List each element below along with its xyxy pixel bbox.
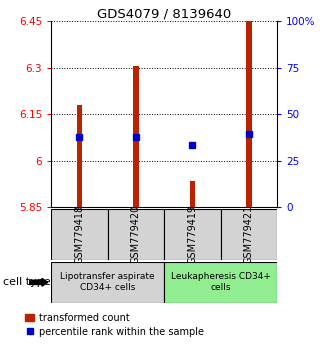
Bar xyxy=(246,21,252,207)
Text: Lipotransfer aspirate
CD34+ cells: Lipotransfer aspirate CD34+ cells xyxy=(60,272,155,292)
Bar xyxy=(51,209,108,260)
Bar xyxy=(221,209,277,260)
Text: GSM779421: GSM779421 xyxy=(244,205,254,264)
Text: GSM779420: GSM779420 xyxy=(131,205,141,264)
Title: GDS4079 / 8139640: GDS4079 / 8139640 xyxy=(97,7,231,20)
Bar xyxy=(51,262,164,303)
Bar xyxy=(108,209,164,260)
Bar xyxy=(164,209,221,260)
Text: GSM779418: GSM779418 xyxy=(74,205,84,264)
Text: GSM779419: GSM779419 xyxy=(187,205,197,264)
Bar xyxy=(133,66,139,207)
Text: Leukapheresis CD34+
cells: Leukapheresis CD34+ cells xyxy=(171,272,271,292)
Text: cell type: cell type xyxy=(3,277,51,287)
Bar xyxy=(164,262,277,303)
Bar xyxy=(77,105,82,207)
Bar xyxy=(190,181,195,207)
Legend: transformed count, percentile rank within the sample: transformed count, percentile rank withi… xyxy=(25,313,204,337)
